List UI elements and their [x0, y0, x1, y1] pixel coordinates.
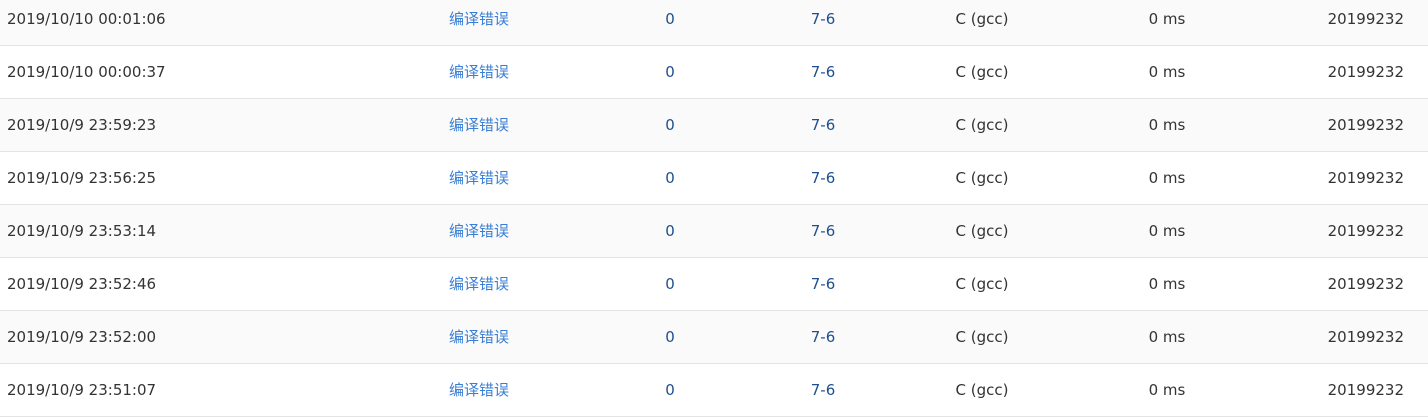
- status-link[interactable]: 编译错误: [448, 63, 509, 81]
- table-row: 2019/10/9 23:52:46 编译错误 0 7-6 C (gcc) 0 ms 201…: [0, 258, 1428, 311]
- user-id: 20199232: [1327, 63, 1404, 81]
- submit-time: 2019/10/10 00:00:37: [7, 63, 166, 81]
- user-id: 20199232: [1327, 222, 1404, 240]
- score: 0: [665, 116, 675, 134]
- problem-link[interactable]: 7-6: [810, 275, 836, 293]
- submit-time: 2019/10/10 00:01:06: [7, 10, 166, 28]
- status-link[interactable]: 编译错误: [448, 222, 509, 240]
- status-link[interactable]: 编译错误: [448, 10, 509, 28]
- user-id: 20199232: [1327, 328, 1404, 346]
- status-link[interactable]: 编译错误: [448, 381, 509, 399]
- problem-link[interactable]: 7-6: [810, 222, 836, 240]
- score: 0: [665, 10, 675, 28]
- user-id: 20199232: [1327, 10, 1404, 28]
- table-row: 2019/10/9 23:56:25 编译错误 0 7-6 C (gcc) 0 ms 201…: [0, 152, 1428, 205]
- submit-time: 2019/10/9 23:51:07: [7, 381, 157, 399]
- compiler: C (gcc): [955, 222, 1009, 240]
- user-id: 20199232: [1327, 116, 1404, 134]
- compiler: C (gcc): [955, 63, 1009, 81]
- run-time: 0 ms: [1148, 63, 1186, 81]
- table-row: 2019/10/9 23:59:23 编译错误 0 7-6 C (gcc) 0 ms 201…: [0, 99, 1428, 152]
- status-link[interactable]: 编译错误: [448, 275, 509, 293]
- score: 0: [665, 169, 675, 187]
- status-link[interactable]: 编译错误: [448, 116, 509, 134]
- problem-link[interactable]: 7-6: [810, 63, 836, 81]
- problem-link[interactable]: 7-6: [810, 328, 836, 346]
- user-id: 20199232: [1327, 381, 1404, 399]
- run-time: 0 ms: [1148, 169, 1186, 187]
- compiler: C (gcc): [955, 116, 1009, 134]
- user-id: 20199232: [1327, 275, 1404, 293]
- score: 0: [665, 275, 675, 293]
- score: 0: [665, 63, 675, 81]
- table-row: 2019/10/10 00:01:06 编译错误 0 7-6 C (gcc) 0 ms 20…: [0, 0, 1428, 46]
- submit-time: 2019/10/9 23:56:25: [7, 169, 157, 187]
- run-time: 0 ms: [1148, 381, 1186, 399]
- problem-link[interactable]: 7-6: [810, 381, 836, 399]
- compiler: C (gcc): [955, 328, 1009, 346]
- table-row: 2019/10/9 23:52:00 编译错误 0 7-6 C (gcc) 0 ms 201…: [0, 311, 1428, 364]
- status-link[interactable]: 编译错误: [448, 328, 509, 346]
- compiler: C (gcc): [955, 169, 1009, 187]
- compiler: C (gcc): [955, 10, 1009, 28]
- submit-time: 2019/10/9 23:52:00: [7, 328, 157, 346]
- score: 0: [665, 222, 675, 240]
- problem-link[interactable]: 7-6: [810, 116, 836, 134]
- problem-link[interactable]: 7-6: [810, 169, 836, 187]
- run-time: 0 ms: [1148, 116, 1186, 134]
- run-time: 0 ms: [1148, 222, 1186, 240]
- table-row: 2019/10/10 00:00:37 编译错误 0 7-6 C (gcc) 0 ms 20…: [0, 46, 1428, 99]
- score: 0: [665, 328, 675, 346]
- run-time: 0 ms: [1148, 275, 1186, 293]
- submit-time: 2019/10/9 23:52:46: [7, 275, 157, 293]
- submit-time: 2019/10/9 23:53:14: [7, 222, 157, 240]
- score: 0: [665, 381, 675, 399]
- run-time: 0 ms: [1148, 328, 1186, 346]
- problem-link[interactable]: 7-6: [810, 10, 836, 28]
- table-row: 2019/10/9 23:51:07 编译错误 0 7-6 C (gcc) 0 ms 201…: [0, 364, 1428, 417]
- compiler: C (gcc): [955, 275, 1009, 293]
- user-id: 20199232: [1327, 169, 1404, 187]
- submit-time: 2019/10/9 23:59:23: [7, 116, 157, 134]
- compiler: C (gcc): [955, 381, 1009, 399]
- run-time: 0 ms: [1148, 10, 1186, 28]
- table-row: 2019/10/9 23:53:14 编译错误 0 7-6 C (gcc) 0 ms 201…: [0, 205, 1428, 258]
- status-link[interactable]: 编译错误: [448, 169, 509, 187]
